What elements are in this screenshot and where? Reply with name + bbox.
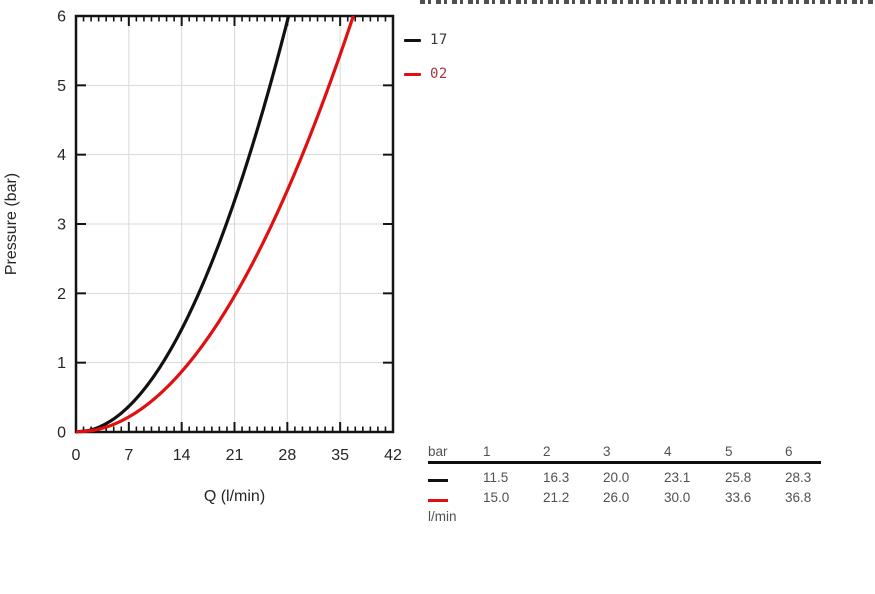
table-row-series-02: 15.0 21.2 26.0 30.0 33.6 36.8 <box>428 487 821 507</box>
table-row-series-17: 11.5 16.3 20.0 23.1 25.8 28.3 <box>428 467 821 487</box>
curve-series-17 <box>75 15 291 434</box>
table-cell: 26.0 <box>603 489 630 505</box>
x-tick-label: 21 <box>226 447 244 464</box>
y-tick-label: 2 <box>57 286 66 303</box>
x-axis-title: Q (l/min) <box>204 488 265 505</box>
table-cell: 16.3 <box>543 469 570 485</box>
legend-label: 17 <box>430 32 448 48</box>
table-cell: 36.8 <box>785 489 812 505</box>
table-body: 11.5 16.3 20.0 23.1 25.8 28.3 15.0 21.2 26.0 30.0… <box>428 467 821 507</box>
x-tick-label: 28 <box>278 447 296 464</box>
series-line-swatch <box>428 498 448 502</box>
x-tick-label: 7 <box>124 447 133 464</box>
x-tick-label: 0 <box>72 447 81 464</box>
pressure-flow-chart: 0 7 14 21 28 35 42 0 1 2 3 4 5 6 Q (l/min) Pressure (ba… <box>3 9 402 506</box>
table-cell: 20.0 <box>603 469 630 485</box>
y-tick-label: 4 <box>57 147 66 164</box>
y-tick-label: 0 <box>57 425 66 442</box>
legend-line-swatch <box>404 38 421 42</box>
table-header-value: 5 <box>725 444 733 459</box>
legend-line-swatch <box>404 72 421 76</box>
table-header-bar-label: bar <box>428 444 448 459</box>
legend-label: 02 <box>430 66 448 82</box>
table-header-value: 1 <box>483 444 491 459</box>
clipped-text-artifact <box>420 0 875 4</box>
x-tick-label: 14 <box>173 447 191 464</box>
table-cell: 33.6 <box>725 489 752 505</box>
table-cell: 25.8 <box>725 469 752 485</box>
table-cell: 23.1 <box>664 469 691 485</box>
legend-item-02: 02 <box>404 64 448 84</box>
y-tick-label: 3 <box>57 217 66 234</box>
table-cell: 28.3 <box>785 469 812 485</box>
series-swatch-cell <box>428 470 483 485</box>
y-tick-label: 6 <box>57 9 66 26</box>
x-tick-label: 42 <box>384 447 402 464</box>
table-footer-row: l/min <box>428 508 821 524</box>
table-cell: 21.2 <box>543 489 570 505</box>
flow-table: bar 1 2 3 4 5 6 11.5 16.3 20.0 23.1 25.8 28.3 15.0 2… <box>428 443 821 524</box>
table-cell: 11.5 <box>483 469 509 485</box>
x-tick-label: 35 <box>331 447 349 464</box>
table-unit-label: l/min <box>428 508 457 524</box>
table-cell: 30.0 <box>664 489 691 505</box>
plot-border <box>74 14 395 434</box>
y-axis-title: Pressure (bar) <box>3 173 20 275</box>
series-swatch-cell <box>428 490 483 505</box>
y-tick-label: 5 <box>57 78 66 95</box>
table-cell: 15.0 <box>483 489 510 505</box>
chart-legend: 17 02 <box>404 30 448 98</box>
y-tick-label: 1 <box>57 355 66 372</box>
table-header-value: 6 <box>785 444 793 459</box>
table-header-row: bar 1 2 3 4 5 6 <box>428 443 821 464</box>
curve-series-02 <box>75 15 355 434</box>
table-header-value: 4 <box>664 444 672 459</box>
legend-item-17: 17 <box>404 30 448 50</box>
series-line-swatch <box>428 478 448 482</box>
table-header-value: 3 <box>603 444 611 459</box>
table-header-value: 2 <box>543 444 551 459</box>
